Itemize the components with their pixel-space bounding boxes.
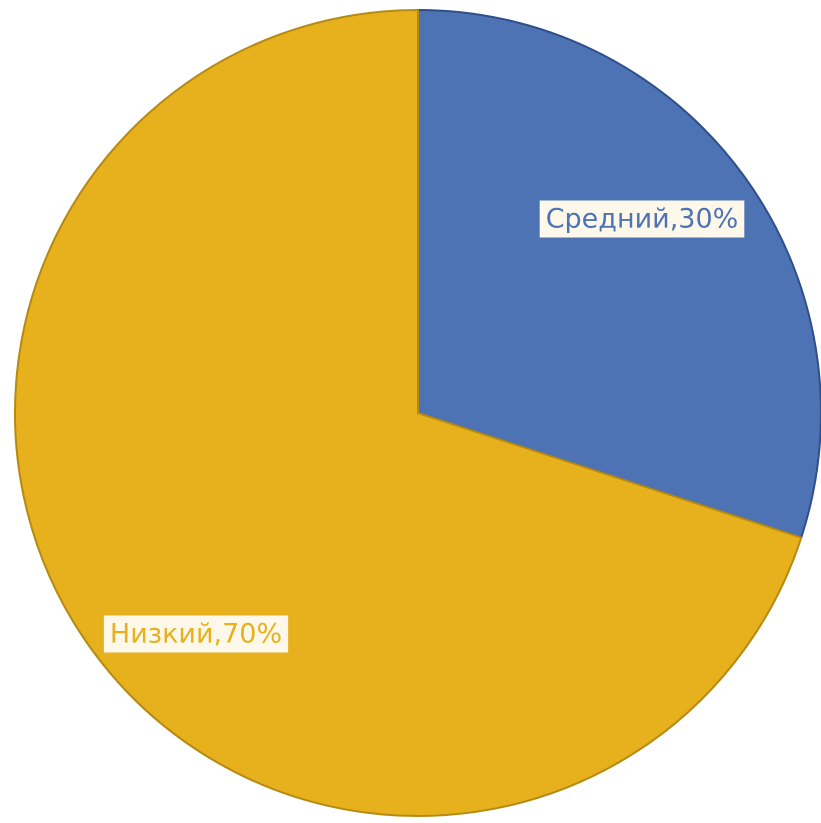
- data-label-text: Средний,30%: [546, 204, 739, 235]
- data-label-background: [539, 200, 745, 238]
- pie-slice-1: [417, 9, 821, 539]
- data-label-1: Средний,30%: [539, 200, 745, 238]
- data-label-2: Низкий,70%: [103, 615, 289, 653]
- data-label-background: [103, 615, 289, 653]
- data-label-text: Низкий,70%: [110, 619, 282, 650]
- pie-slices: [14, 9, 821, 817]
- pie-data-labels: Средний,30% Низкий,70%: [103, 200, 745, 653]
- pie-slice-2: [14, 9, 803, 817]
